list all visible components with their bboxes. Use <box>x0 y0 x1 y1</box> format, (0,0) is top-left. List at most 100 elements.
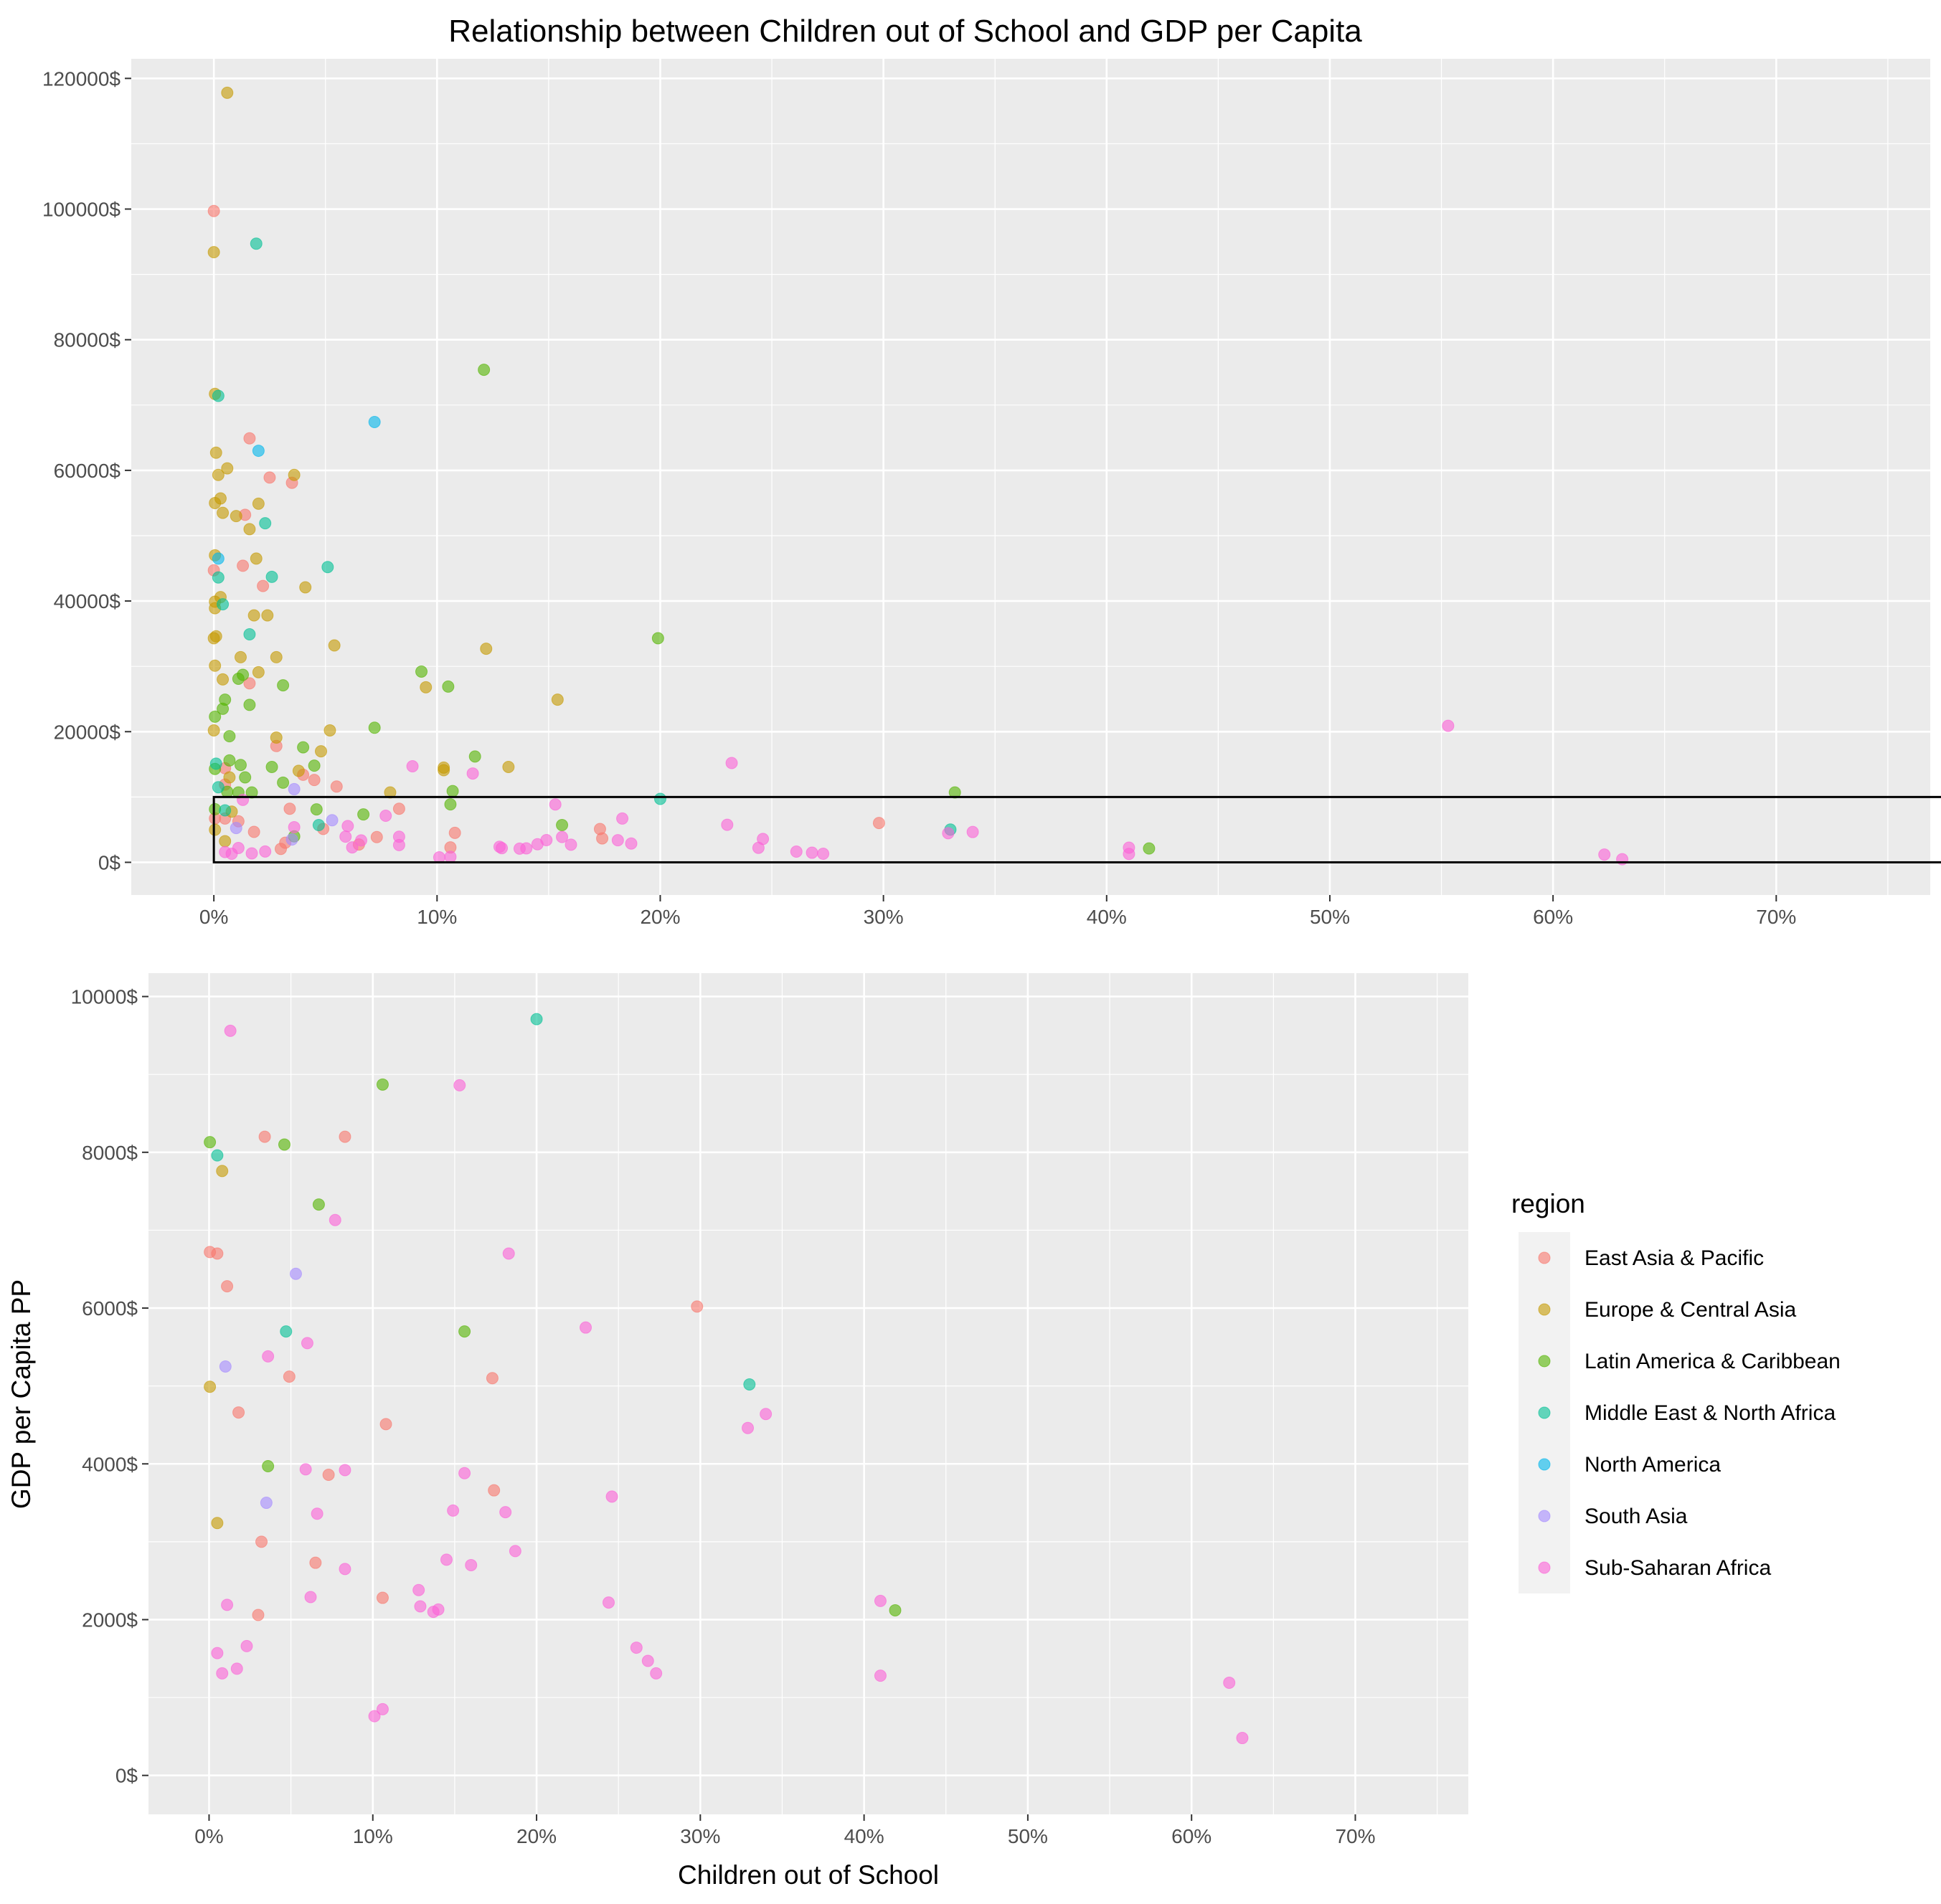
data-point <box>221 1598 234 1611</box>
data-point <box>948 786 961 799</box>
data-point <box>224 1024 237 1037</box>
data-point <box>240 1639 253 1652</box>
data-point <box>265 760 278 773</box>
data-point <box>221 1280 234 1293</box>
data-point <box>357 808 370 821</box>
panel-full-range: 0$ 20000$ 40000$ 60000$ 80000$ 100000$ 120000$… <box>42 59 1941 928</box>
data-point <box>212 781 225 794</box>
data-point <box>263 471 276 484</box>
y-tick-label: 20000$ <box>54 721 121 743</box>
data-point <box>211 1247 224 1260</box>
legend: region East Asia & Pacific Europe & Centr… <box>1511 1189 1841 1593</box>
data-point <box>346 841 359 854</box>
data-point <box>278 1138 291 1151</box>
data-point <box>496 842 509 855</box>
x-tick-label: 60% <box>1171 1825 1212 1847</box>
legend-label: South Asia <box>1585 1505 1688 1528</box>
data-point <box>257 579 270 592</box>
legend-label: Middle East & North Africa <box>1585 1401 1836 1425</box>
data-point <box>243 432 256 445</box>
data-point <box>288 820 301 833</box>
data-point <box>237 559 250 572</box>
data-point <box>252 666 265 678</box>
x-tick-label: 50% <box>1008 1825 1048 1847</box>
data-point <box>468 750 481 763</box>
data-point <box>219 693 232 706</box>
data-point <box>209 710 222 723</box>
data-point <box>531 838 544 851</box>
x-tick-label: 40% <box>844 1825 884 1847</box>
data-point <box>616 812 629 825</box>
data-point <box>465 1558 478 1571</box>
data-point <box>209 659 222 672</box>
data-point <box>285 833 298 846</box>
data-point <box>625 837 638 850</box>
data-point <box>453 1079 466 1091</box>
data-point <box>415 665 428 678</box>
data-point <box>212 468 225 481</box>
data-point <box>250 552 263 565</box>
data-point <box>321 561 334 574</box>
legend-swatch <box>1538 1355 1551 1368</box>
data-point <box>379 810 392 823</box>
data-point <box>486 1372 499 1385</box>
data-point <box>376 1078 389 1091</box>
data-point <box>245 786 258 799</box>
data-point <box>742 1421 755 1434</box>
data-point <box>277 776 290 789</box>
data-point <box>889 1604 902 1616</box>
data-point <box>283 802 296 815</box>
data-point <box>221 462 234 475</box>
data-point <box>247 825 260 838</box>
data-point <box>874 1669 887 1682</box>
data-point <box>292 764 305 777</box>
data-point <box>438 764 450 777</box>
data-point <box>376 1702 389 1715</box>
data-point <box>252 1609 265 1621</box>
data-point <box>297 741 310 754</box>
data-point <box>368 415 381 428</box>
data-point <box>312 819 325 832</box>
data-point <box>556 830 569 843</box>
data-point <box>328 639 341 652</box>
data-point <box>432 1603 445 1616</box>
x-tick-label: 20% <box>640 906 680 928</box>
data-point <box>330 780 343 793</box>
data-point <box>530 1013 543 1026</box>
data-point <box>247 609 260 622</box>
data-point <box>691 1300 704 1313</box>
x-tick-label: 0% <box>194 1825 223 1847</box>
data-point <box>223 730 236 743</box>
data-point <box>341 820 354 833</box>
x-tick-label: 70% <box>1335 1825 1375 1847</box>
data-point <box>209 446 222 459</box>
legend-swatch <box>1538 1303 1551 1316</box>
data-point <box>204 1380 217 1393</box>
data-point <box>216 1165 229 1178</box>
data-point <box>1123 848 1135 861</box>
data-point <box>384 786 397 799</box>
data-point <box>368 1710 381 1723</box>
data-point <box>270 731 283 744</box>
data-point <box>234 650 247 663</box>
data-point <box>204 1136 217 1149</box>
data-point <box>223 771 236 784</box>
data-point <box>1223 1676 1236 1689</box>
legend-swatch <box>1538 1406 1551 1419</box>
data-point <box>312 1198 325 1211</box>
legend-label: Sub-Saharan Africa <box>1585 1556 1771 1580</box>
data-point <box>221 86 234 99</box>
data-point <box>265 570 278 583</box>
data-point <box>458 1467 471 1479</box>
data-point <box>270 650 283 663</box>
data-point <box>480 643 493 655</box>
data-point <box>339 830 352 843</box>
data-point <box>790 846 803 858</box>
data-point <box>260 1497 273 1510</box>
y-tick-label: 6000$ <box>82 1297 138 1320</box>
x-axis-title: Children out of School <box>678 1860 939 1890</box>
y-tick-label: 10000$ <box>71 986 138 1008</box>
x-tick-label: 20% <box>516 1825 557 1847</box>
legend-label: Europe & Central Asia <box>1585 1298 1796 1322</box>
data-point <box>232 1406 245 1419</box>
